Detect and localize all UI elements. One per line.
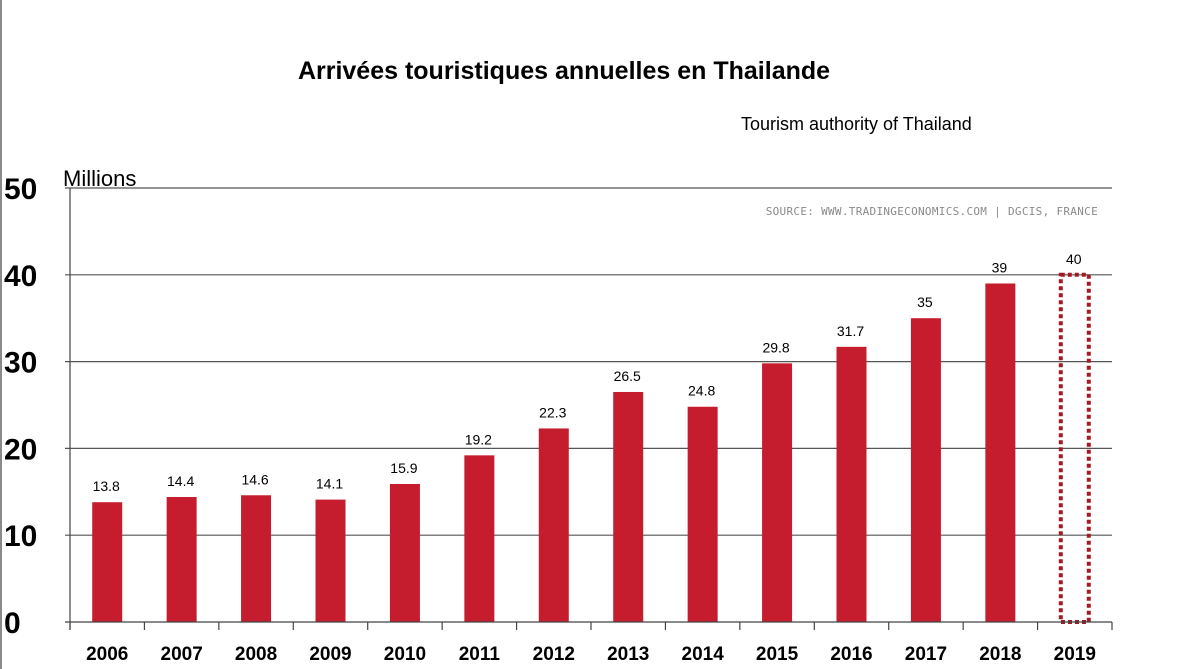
data-label: 14.1 xyxy=(316,476,343,492)
bars xyxy=(92,272,1091,624)
data-label: 29.8 xyxy=(762,339,789,355)
bar xyxy=(985,283,1016,622)
data-label: 14.6 xyxy=(241,471,268,487)
data-label: 13.8 xyxy=(93,478,120,494)
x-tick-label: 2016 xyxy=(830,644,872,665)
axes xyxy=(65,188,1113,630)
data-label: 31.7 xyxy=(837,323,864,339)
data-label: 15.9 xyxy=(390,460,417,476)
bar xyxy=(538,428,569,622)
grid-lines xyxy=(65,187,1112,536)
y-axis-unit-label: Millions xyxy=(63,166,136,191)
y-tick-label: 40 xyxy=(4,260,37,293)
data-label: 26.5 xyxy=(614,368,641,384)
x-tick-label: 2015 xyxy=(756,644,799,665)
bar xyxy=(762,363,793,622)
y-axis-ticks: 0 10 20 30 40 50 xyxy=(4,173,37,640)
x-axis-ticks: 2006 2007 2008 2009 2010 2011 2012 2013 2014 2015… xyxy=(86,644,1096,665)
x-tick-label: 2008 xyxy=(235,644,277,665)
y-tick-label: 30 xyxy=(4,347,37,380)
x-tick-label: 2011 xyxy=(459,644,501,665)
x-tick-label: 2018 xyxy=(979,644,1021,665)
y-tick-label: 0 xyxy=(4,607,21,640)
x-tick-label: 2007 xyxy=(161,644,203,665)
bar xyxy=(389,483,420,622)
y-tick-label: 10 xyxy=(4,520,37,553)
data-labels: 13.8 14.4 14.6 14.1 15.9 19.2 22.3 26.5 24.8 29.8… xyxy=(93,251,1082,494)
x-tick-label: 2009 xyxy=(309,644,351,665)
data-label: 40 xyxy=(1066,251,1082,267)
forecast-bar-outline xyxy=(1058,272,1091,624)
x-tick-label: 2017 xyxy=(905,644,947,665)
data-label: 19.2 xyxy=(465,431,492,447)
x-tick-label: 2010 xyxy=(384,644,426,665)
left-border-rule xyxy=(0,0,2,669)
bar xyxy=(910,318,941,622)
data-label: 14.4 xyxy=(167,473,194,489)
data-label: 39 xyxy=(992,259,1008,275)
bar xyxy=(92,502,123,622)
source-note: SOURCE: WWW.TRADINGECONOMICS.COM | DGCIS… xyxy=(766,205,1098,218)
y-tick-label: 50 xyxy=(4,173,37,206)
chart-subtitle: Tourism authority of Thailand xyxy=(741,114,972,134)
chart-title: Arrivées touristiques annuelles en Thail… xyxy=(298,57,830,85)
data-label: 22.3 xyxy=(539,404,566,420)
bar xyxy=(836,346,867,622)
x-tick-label: 2014 xyxy=(682,644,725,665)
bar xyxy=(166,497,197,622)
y-tick-label: 20 xyxy=(4,433,37,466)
bar xyxy=(241,495,272,622)
data-label: 35 xyxy=(917,294,933,310)
data-label: 24.8 xyxy=(688,383,715,399)
x-tick-label: 2019 xyxy=(1054,644,1096,665)
bar xyxy=(464,455,495,622)
x-tick-label: 2012 xyxy=(533,644,575,665)
bar xyxy=(315,499,346,622)
bar xyxy=(687,406,718,622)
x-tick-label: 2013 xyxy=(607,644,649,665)
x-tick-label: 2006 xyxy=(86,644,128,665)
bar xyxy=(613,391,644,622)
